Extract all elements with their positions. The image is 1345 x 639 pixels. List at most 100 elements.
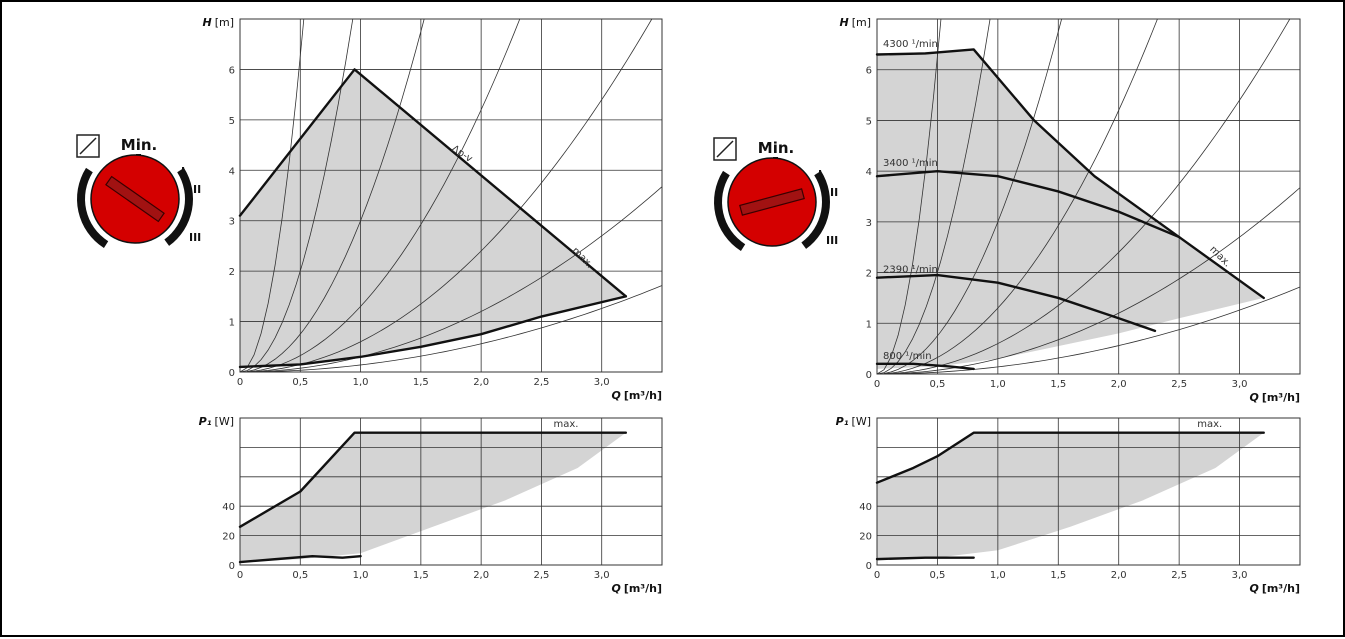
dial-mark-2: II bbox=[193, 183, 201, 196]
y-axis-label-variable: P₁ bbox=[836, 415, 849, 428]
x-tick-label: 2,0 bbox=[1111, 570, 1127, 581]
y-tick-label: 5 bbox=[866, 116, 872, 127]
system-curves bbox=[239, 18, 663, 373]
y-tick-label: 3 bbox=[229, 217, 235, 228]
x-tick-label: 2,0 bbox=[1111, 379, 1127, 390]
y-tick-label: 1 bbox=[866, 319, 872, 330]
dial-mark-3: III bbox=[189, 231, 201, 244]
x-tick-label: 1,0 bbox=[353, 377, 369, 388]
series-line bbox=[238, 554, 362, 564]
series-line bbox=[875, 273, 1157, 333]
x-axis-label-variable: Q bbox=[611, 389, 620, 402]
x-axis-label-unit: [m³/h] bbox=[624, 582, 662, 595]
x-tick-label: 3,0 bbox=[594, 570, 610, 581]
x-tick-label: 1,0 bbox=[353, 570, 369, 581]
y-tick-label: 0 bbox=[229, 561, 235, 572]
system-curve-line bbox=[876, 286, 1301, 375]
operating-range-area bbox=[877, 432, 1264, 560]
x-tick-label: 0 bbox=[874, 379, 880, 390]
x-axis-label-variable: Q bbox=[1249, 582, 1258, 595]
system-curve-line bbox=[239, 186, 663, 373]
x-tick-label: 2,5 bbox=[533, 570, 549, 581]
dial-mark-2: II bbox=[830, 186, 838, 199]
system-curve-line bbox=[239, 18, 653, 373]
dial-mark-3: III bbox=[826, 234, 838, 247]
x-tick-label: 3,0 bbox=[1232, 570, 1248, 581]
x-tick-label: 0 bbox=[237, 570, 243, 581]
x-tick-label: 0,5 bbox=[292, 570, 308, 581]
y-tick-label: 3 bbox=[866, 218, 872, 229]
x-axis-label-variable: Q bbox=[1249, 391, 1258, 404]
x-tick-label: 0 bbox=[874, 570, 880, 581]
x-tick-label: 2,5 bbox=[1171, 379, 1187, 390]
series-line bbox=[238, 68, 628, 298]
dial-scale-arc bbox=[801, 170, 830, 249]
x-tick-label: 1,0 bbox=[990, 379, 1006, 390]
x-tick-label: 2,5 bbox=[1171, 570, 1187, 581]
dial-scale-arc bbox=[714, 170, 746, 251]
dial-pointer bbox=[105, 175, 165, 223]
x-tick-label: 2,0 bbox=[473, 377, 489, 388]
series-label: max. bbox=[553, 419, 578, 430]
y-axis-label-unit: [m] bbox=[215, 16, 234, 29]
dial-scale-arc bbox=[164, 167, 194, 246]
y-tick-label: 6 bbox=[229, 65, 235, 76]
series-label: max. bbox=[1197, 419, 1222, 430]
system-curve-line bbox=[239, 18, 521, 373]
min-label: Min. bbox=[121, 136, 157, 154]
y-axis-label: H [m] bbox=[839, 16, 871, 29]
system-curve-line bbox=[239, 18, 305, 373]
system-curve-line bbox=[239, 18, 425, 373]
x-tick-label: 2,0 bbox=[473, 570, 489, 581]
series-line bbox=[875, 556, 975, 561]
y-tick-label: 2 bbox=[229, 267, 235, 278]
x-tick-label: 0 bbox=[237, 377, 243, 388]
mode-icon-diagonal bbox=[79, 137, 97, 155]
y-tick-label: 1 bbox=[229, 318, 235, 329]
y-axis-label: P₁ [W] bbox=[836, 415, 871, 428]
y-axis-label-variable: P₁ bbox=[199, 415, 212, 428]
y-axis-label-variable: H bbox=[202, 16, 211, 29]
grid bbox=[239, 18, 663, 373]
x-axis-label-unit: [m³/h] bbox=[1262, 582, 1300, 595]
system-curve-line bbox=[239, 18, 354, 373]
x-axis-label-unit: [m³/h] bbox=[624, 389, 662, 402]
system-curve-line bbox=[876, 18, 942, 375]
dial-scale-arc bbox=[76, 167, 109, 248]
chart-2: max. 0 0,5 1,0 1,5 2,0 2,5 3,0 0 20 40 P₁ [W] Q [m³/h] bbox=[199, 415, 663, 595]
system-curve-line bbox=[876, 18, 1291, 375]
y-tick-label: 4 bbox=[866, 167, 872, 178]
x-axis-label: Q [m³/h] bbox=[611, 389, 662, 402]
series-line bbox=[875, 169, 1181, 239]
x-tick-label: 0,5 bbox=[929, 379, 945, 390]
series-line bbox=[238, 431, 628, 528]
y-tick-label: 0 bbox=[866, 370, 872, 381]
x-axis-label-variable: Q bbox=[611, 582, 620, 595]
system-curve-line bbox=[876, 187, 1301, 375]
operating-range-area bbox=[240, 69, 626, 367]
x-tick-label: 0,5 bbox=[929, 570, 945, 581]
y-tick-label: 40 bbox=[222, 502, 235, 513]
x-axis-label: Q [m³/h] bbox=[1249, 582, 1300, 595]
x-tick-label: 3,0 bbox=[594, 377, 610, 388]
y-axis-label: P₁ [W] bbox=[199, 415, 234, 428]
x-tick-label: 1,5 bbox=[413, 377, 429, 388]
x-tick-label: 1,5 bbox=[413, 570, 429, 581]
dial-mark-1: I bbox=[818, 168, 822, 181]
y-tick-label: 2 bbox=[866, 269, 872, 280]
chart-4: max. 0 0,5 1,0 1,5 2,0 2,5 3,0 0 20 40 P₁ [W] Q [m³/h] bbox=[836, 415, 1301, 595]
system-curve-line bbox=[239, 285, 663, 373]
series-line bbox=[875, 362, 975, 371]
series-label: 4300 ¹/min bbox=[883, 39, 938, 50]
y-axis-label-unit: [m] bbox=[852, 16, 871, 29]
dial-mark-1: I bbox=[181, 165, 185, 178]
mode-icon-diagonal bbox=[716, 140, 734, 158]
y-axis-label-unit: [W] bbox=[852, 415, 871, 428]
y-tick-label: 20 bbox=[222, 532, 235, 543]
x-axis-label: Q [m³/h] bbox=[1249, 391, 1300, 404]
y-axis-label: H [m] bbox=[202, 16, 234, 29]
plot-border bbox=[876, 417, 1301, 566]
